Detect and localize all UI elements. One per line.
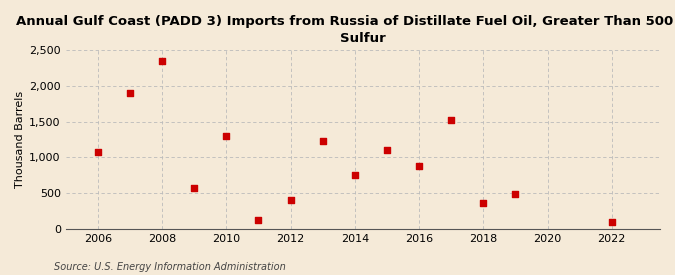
- Point: [189, 185, 200, 190]
- Title: Annual Gulf Coast (PADD 3) Imports from Russia of Distillate Fuel Oil, Greater T: Annual Gulf Coast (PADD 3) Imports from …: [16, 15, 675, 45]
- Y-axis label: Thousand Barrels: Thousand Barrels: [15, 91, 25, 188]
- Text: Source: U.S. Energy Information Administration: Source: U.S. Energy Information Administ…: [54, 262, 286, 272]
- Point: [381, 148, 392, 152]
- Point: [317, 139, 328, 144]
- Point: [414, 164, 425, 168]
- Point: [157, 59, 167, 63]
- Point: [285, 198, 296, 202]
- Point: [124, 91, 135, 95]
- Point: [606, 219, 617, 224]
- Point: [478, 200, 489, 205]
- Point: [253, 218, 264, 222]
- Point: [221, 134, 232, 138]
- Point: [510, 191, 521, 196]
- Point: [350, 173, 360, 177]
- Point: [92, 150, 103, 154]
- Point: [446, 118, 456, 122]
